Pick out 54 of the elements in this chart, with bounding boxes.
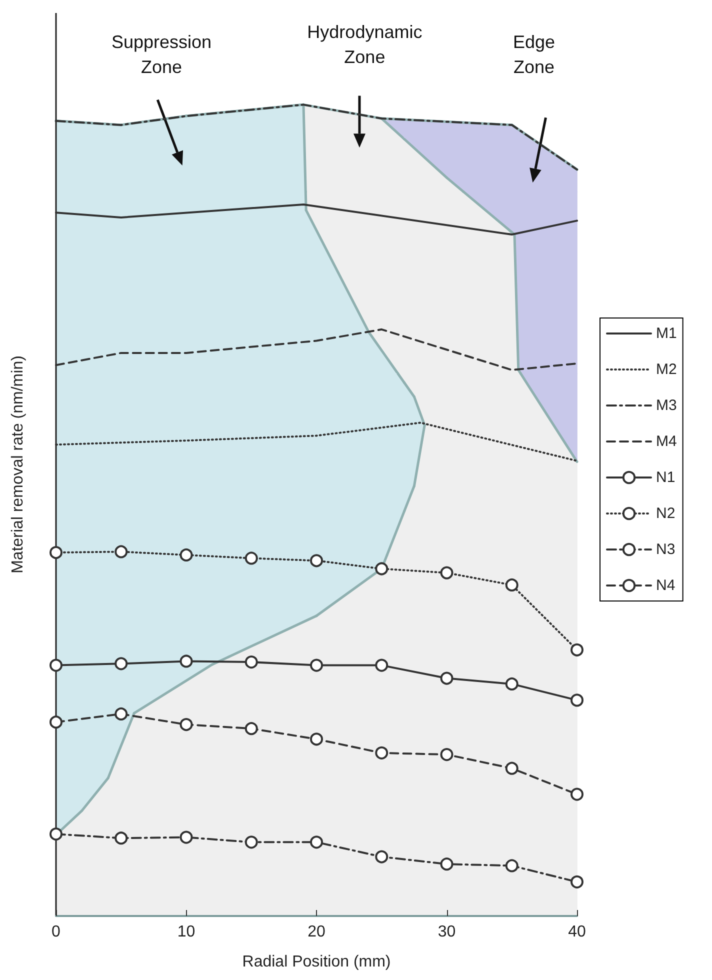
legend-label: M3: [656, 397, 677, 414]
legend-label: N1: [656, 469, 676, 486]
x-tick-label: 10: [177, 924, 196, 940]
point: [440, 566, 454, 580]
text: Edge Zone: [512, 32, 556, 77]
point: [440, 748, 454, 762]
point: [310, 732, 323, 746]
legend-label: N2: [656, 505, 676, 522]
legend-label: M4: [656, 433, 677, 450]
legend-label: M1: [656, 325, 677, 342]
point: [244, 552, 258, 565]
y-axis-title: Material removal rate (nm/min): [10, 356, 26, 574]
point: [180, 654, 193, 668]
point: [244, 722, 258, 736]
legend-label: N3: [656, 541, 676, 558]
legend-label: M2: [656, 361, 677, 378]
text: Suppression Zone: [111, 32, 212, 77]
point: [375, 658, 388, 672]
point: [244, 836, 258, 849]
point: [440, 858, 454, 871]
point: [505, 578, 518, 592]
point: [180, 548, 193, 562]
point: [505, 762, 518, 775]
x-tick-label: 0: [52, 924, 61, 940]
x-tick-label: 30: [438, 924, 456, 940]
point: [375, 746, 388, 760]
point: [310, 836, 323, 849]
point: [375, 562, 388, 576]
point: [50, 716, 62, 729]
point: [50, 658, 62, 672]
point: [50, 546, 62, 560]
x-tick-label: 20: [308, 924, 326, 940]
point: [310, 658, 323, 672]
point: [570, 875, 584, 888]
point: [505, 859, 518, 872]
point: [375, 850, 388, 864]
legend-label: N4: [656, 577, 676, 594]
point: [570, 788, 584, 801]
point: [50, 828, 62, 841]
point: [114, 832, 128, 845]
point: [180, 718, 193, 732]
point: [440, 672, 454, 685]
point: [114, 657, 128, 670]
point: [180, 830, 193, 844]
point: [244, 656, 258, 669]
point: [114, 707, 128, 720]
x-axis-title: Radial Position (mm): [242, 954, 391, 970]
point: [570, 694, 584, 707]
x-tick-label: 40: [568, 924, 586, 940]
point: [505, 677, 518, 690]
point: [310, 554, 323, 568]
text: Hydrodynamic Zone: [307, 22, 422, 68]
point: [114, 545, 128, 558]
point: [570, 643, 584, 656]
